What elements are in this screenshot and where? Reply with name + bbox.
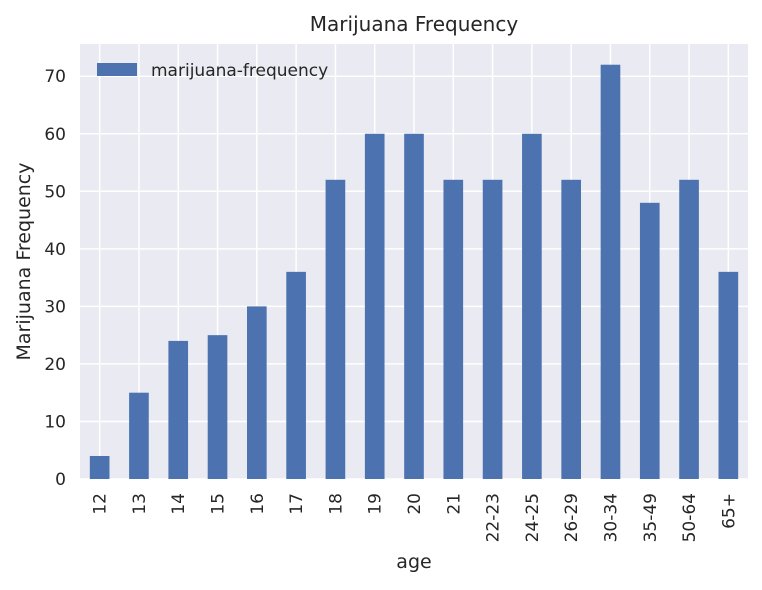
bar-13 (129, 392, 149, 479)
bar-65+ (718, 271, 739, 479)
bar-15 (207, 335, 228, 479)
x-tick-label: 12 (91, 493, 111, 515)
x-axis-title: age (396, 551, 431, 573)
bar-21 (443, 179, 464, 480)
bar-18 (325, 179, 346, 480)
bar-35-49 (639, 202, 660, 480)
bar-20 (404, 133, 424, 479)
bar-22-23 (482, 179, 503, 480)
y-tick-labels: 0 10 20 30 40 50 60 70 (44, 67, 66, 490)
bar-14 (168, 340, 189, 479)
legend-swatch (97, 63, 137, 76)
x-tick-label: 35-49 (641, 493, 661, 542)
x-tick-label: 18 (326, 493, 346, 515)
bars (89, 64, 739, 480)
chart-title: Marijuana Frequency (310, 12, 519, 36)
x-tick-label: 24-25 (523, 493, 543, 542)
x-tick-labels: 12 13 14 15 16 17 18 19 20 21 22-23 24-25 26-29 30-34… (91, 493, 740, 542)
bar-19 (364, 133, 385, 479)
legend: marijuana-frequency (97, 61, 328, 81)
x-tick-label: 22-23 (484, 493, 504, 542)
bar-26-29 (561, 179, 581, 480)
x-tick-label: 65+ (719, 493, 739, 529)
y-tick-label: 30 (44, 297, 66, 317)
y-tick-label: 0 (55, 470, 66, 490)
y-tick-label: 40 (44, 240, 66, 260)
x-tick-label: 15 (209, 493, 229, 515)
x-tick-label: 13 (130, 493, 150, 515)
y-tick-label: 10 (44, 412, 66, 432)
x-tick-label: 50-64 (680, 493, 700, 542)
x-tick-label: 20 (405, 493, 425, 515)
bar-30-34 (600, 64, 621, 479)
legend-label: marijuana-frequency (151, 61, 328, 81)
x-tick-label: 21 (444, 493, 464, 515)
x-tick-label: 17 (287, 493, 307, 515)
y-tick-label: 70 (44, 67, 66, 87)
y-axis-title: Marijuana Frequency (13, 163, 35, 361)
y-tick-label: 50 (44, 182, 66, 202)
y-tick-label: 60 (44, 125, 66, 145)
x-tick-label: 14 (169, 493, 189, 515)
bar-24-25 (522, 133, 542, 479)
bar-12 (89, 455, 110, 479)
bar-17 (286, 271, 306, 479)
bar-50-64 (679, 179, 699, 480)
x-tick-label: 16 (248, 493, 268, 515)
x-tick-label: 26-29 (562, 493, 582, 542)
x-tick-label: 30-34 (601, 493, 621, 542)
y-tick-label: 20 (44, 355, 66, 375)
bar-16 (247, 306, 267, 479)
x-tick-label: 19 (366, 493, 386, 515)
